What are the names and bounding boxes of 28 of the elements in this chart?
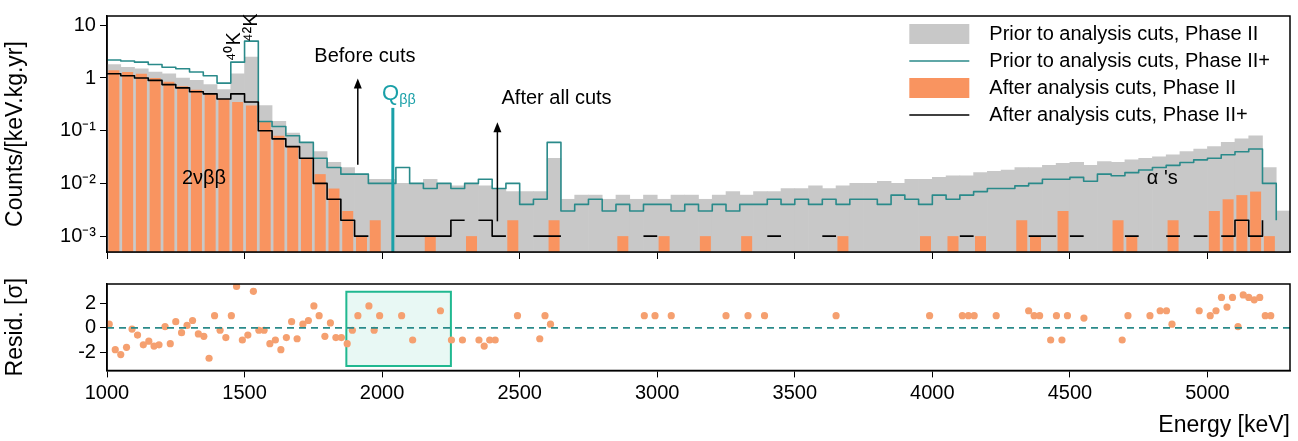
- y-axis-title: Counts/[keV.kg.yr]: [1, 41, 28, 227]
- y-tick-label: 2: [84, 290, 96, 313]
- y-axis-title: Resid. [σ]: [1, 277, 28, 377]
- annotation: Before cuts: [314, 43, 416, 66]
- x-axis-title: Energy [keV]: [1158, 410, 1290, 437]
- x-tick-label: 4000: [910, 380, 955, 403]
- x-tick-label: 1000: [84, 380, 130, 403]
- y-tick-label: -2: [78, 339, 96, 362]
- legend-label: After analysis cuts, Phase II+: [989, 102, 1248, 125]
- legend-label: Prior to analysis cuts, Phase II: [989, 21, 1259, 44]
- annotation: α 's: [1146, 166, 1178, 189]
- x-tick-label: 5000: [1185, 380, 1230, 403]
- y-tick-label: 0: [84, 315, 96, 338]
- x-tick-label: 2000: [359, 380, 405, 403]
- annotation: 2νββ: [181, 166, 227, 189]
- y-tick-label: 10⁻¹: [60, 118, 97, 141]
- x-tick-label: 3500: [772, 380, 818, 403]
- legend-label: Prior to analysis cuts, Phase II+: [989, 48, 1270, 71]
- y-tick-label: 10⁻²: [60, 170, 97, 193]
- annotation: After all cuts: [501, 86, 612, 109]
- x-tick-label: 1500: [222, 380, 267, 403]
- x-tick-label: 2500: [497, 380, 542, 403]
- y-tick-label: 1: [84, 65, 96, 88]
- x-tick-label: 3000: [634, 380, 680, 403]
- y-tick-label: 10: [73, 12, 96, 35]
- x-tick-label: 4500: [1047, 380, 1093, 403]
- legend-label: After analysis cuts, Phase II: [989, 75, 1237, 98]
- y-tick-label: 10⁻³: [60, 223, 97, 246]
